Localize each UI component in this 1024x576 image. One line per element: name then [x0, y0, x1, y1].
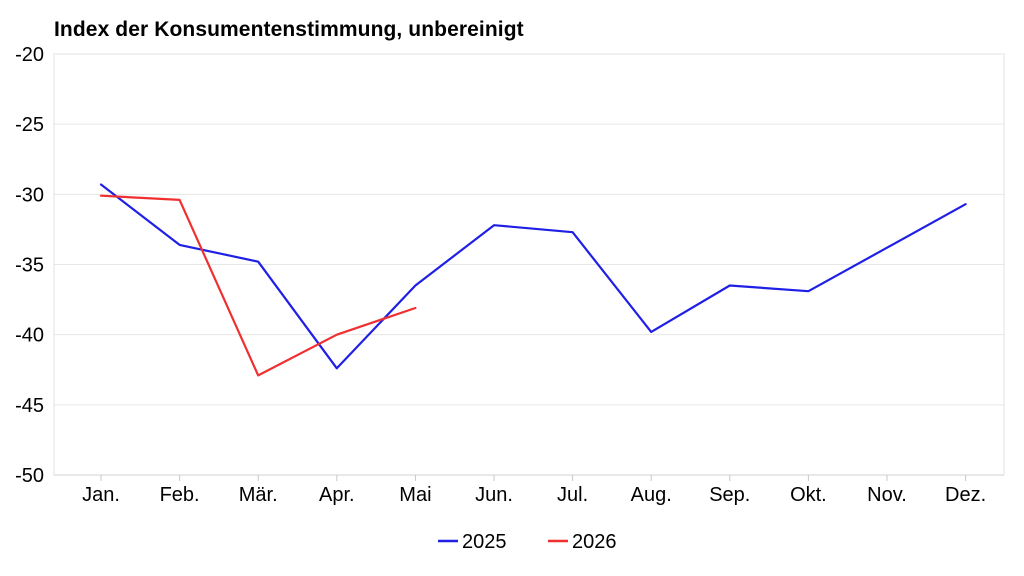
series-lines: [99, 183, 967, 377]
x-tick-label: Okt.: [790, 484, 827, 506]
axes: [53, 53, 1005, 481]
y-tick-label: -45: [15, 395, 44, 417]
gridlines: [54, 53, 1004, 476]
y-tick-label: -20: [15, 44, 44, 66]
y-tick-label: -50: [15, 465, 44, 487]
x-tick-label: Mär.: [239, 484, 278, 506]
series-line-2026: [99, 194, 417, 377]
x-axis-ticks: Jan. Feb. Mär. Apr. Mai Jun. Jul. Aug. Sep. Okt. N…: [82, 484, 986, 506]
series-line-2025: [99, 183, 967, 370]
x-tick-label: Jul.: [557, 484, 588, 506]
x-tick-label: Mai: [399, 484, 431, 506]
y-axis-ticks: -20 -25 -30 -35 -40 -45 -50: [15, 44, 44, 487]
y-tick-label: -40: [15, 325, 44, 347]
x-tick-label: Sep.: [709, 484, 750, 506]
x-tick-label: Feb.: [160, 484, 200, 506]
x-tick-label: Apr.: [319, 484, 355, 506]
legend-label: 2025: [462, 531, 507, 553]
legend-item-2026: 2026: [548, 531, 617, 553]
legend-item-2025: 2025: [438, 531, 507, 553]
x-tick-label: Aug.: [631, 484, 672, 506]
x-tick-label: Jun.: [475, 484, 513, 506]
y-tick-label: -35: [15, 255, 44, 277]
x-tick-label: Nov.: [867, 484, 907, 506]
y-tick-label: -25: [15, 114, 44, 136]
legend-label: 2026: [572, 531, 617, 553]
x-tick-label: Dez.: [945, 484, 986, 506]
chart-title: Index der Konsumentenstimmung, unbereini…: [54, 18, 524, 41]
legend: 2025 2026: [438, 531, 617, 553]
y-tick-label: -30: [15, 184, 44, 206]
x-tick-label: Jan.: [82, 484, 120, 506]
